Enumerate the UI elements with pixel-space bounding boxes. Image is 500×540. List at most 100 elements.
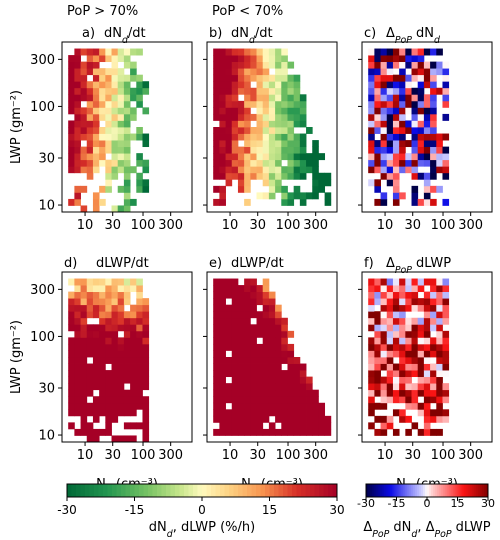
- heatmap-cell: [374, 198, 381, 206]
- heatmap-cell: [99, 127, 106, 134]
- heatmap-cell: [386, 94, 394, 102]
- heatmap-cell: [68, 278, 75, 286]
- heatmap-cell: [80, 113, 88, 121]
- heatmap-cell: [374, 402, 381, 410]
- heatmap-cell: [380, 304, 388, 312]
- heatmap-cell: [237, 166, 245, 174]
- heatmap-cell: [368, 422, 375, 430]
- heatmap-cell: [287, 146, 295, 154]
- heatmap-cell: [86, 363, 94, 371]
- heatmap-cell: [68, 383, 75, 391]
- heatmap-cell: [268, 146, 276, 154]
- heatmap-cell: [105, 166, 112, 174]
- heatmap-cell: [256, 159, 264, 167]
- heatmap-cell: [237, 87, 245, 95]
- heatmap-cell: [219, 61, 226, 69]
- heatmap-cell: [392, 159, 400, 167]
- colorbar-segment: [220, 484, 225, 497]
- panel-title: dNd/dt: [104, 26, 146, 46]
- heatmap-cell: [399, 113, 406, 121]
- heatmap-cell: [423, 107, 431, 115]
- heatmap-cell: [99, 291, 106, 299]
- heatmap-cell: [105, 343, 112, 351]
- heatmap-cell: [74, 94, 81, 102]
- heatmap-cell: [411, 87, 419, 95]
- heatmap-cell: [92, 81, 100, 89]
- heatmap-cell: [312, 146, 319, 154]
- heatmap-cell: [80, 48, 88, 56]
- heatmap-cell: [442, 396, 450, 404]
- panel-letter: d): [64, 256, 77, 271]
- heatmap-cell: [399, 127, 406, 134]
- heatmap-cell: [123, 370, 131, 378]
- heatmap-cell: [74, 74, 81, 82]
- heatmap-cell: [250, 48, 257, 56]
- heatmap-cell: [225, 396, 233, 404]
- colorbar-segment: [224, 484, 230, 497]
- heatmap-cell: [386, 357, 394, 364]
- heatmap-cell: [237, 428, 245, 436]
- heatmap-cell: [411, 140, 419, 148]
- y-tick-label: 30: [38, 381, 55, 396]
- heatmap-cell: [380, 330, 388, 338]
- heatmap-cell: [123, 48, 131, 56]
- heatmap-cell: [92, 48, 100, 56]
- heatmap-cell: [213, 409, 220, 417]
- heatmap-cell: [111, 61, 119, 69]
- heatmap-cell: [105, 113, 112, 121]
- heatmap-cell: [219, 317, 226, 325]
- heatmap-cell: [99, 100, 106, 108]
- heatmap-cell: [256, 172, 264, 180]
- heatmap-cell: [244, 343, 251, 351]
- heatmap-cell: [442, 172, 450, 180]
- heatmap-cell: [130, 383, 137, 391]
- heatmap-cell: [225, 324, 233, 332]
- heatmap-cell: [219, 127, 226, 134]
- heatmap-cell: [117, 350, 125, 358]
- colorbar-segment: [134, 484, 140, 497]
- heatmap-cell: [231, 285, 239, 293]
- heatmap-cell: [74, 185, 81, 193]
- heatmap-cell: [111, 120, 119, 128]
- heatmap-cell: [392, 100, 400, 108]
- heatmap-cell: [219, 343, 226, 351]
- colorbar-segment: [368, 484, 371, 497]
- heatmap-cell: [237, 285, 245, 293]
- heatmap-cell: [293, 396, 301, 404]
- heatmap-cell: [92, 87, 100, 95]
- heatmap-cell: [244, 133, 251, 141]
- heatmap-cell: [219, 94, 226, 102]
- heatmap-cell: [423, 428, 431, 436]
- heatmap-cell: [411, 192, 419, 200]
- heatmap-cell: [405, 166, 412, 174]
- heatmap-cell: [436, 304, 443, 312]
- heatmap-cell: [225, 113, 233, 121]
- heatmap-cell: [111, 127, 119, 134]
- heatmap-cell: [244, 311, 251, 319]
- heatmap-cell: [281, 55, 288, 63]
- heatmap-cell: [268, 94, 276, 102]
- heatmap-cell: [86, 389, 94, 397]
- heatmap-cell: [312, 153, 319, 161]
- heatmap-cell: [380, 383, 388, 391]
- heatmap-cell: [423, 337, 431, 345]
- heatmap-cell: [117, 107, 125, 115]
- heatmap-cell: [287, 389, 295, 397]
- heatmap-cell: [250, 285, 257, 293]
- heatmap-cell: [219, 291, 226, 299]
- heatmap-cell: [68, 87, 75, 95]
- heatmap-cell: [386, 127, 394, 134]
- heatmap-cell: [123, 107, 131, 115]
- heatmap-cell: [213, 68, 220, 76]
- heatmap-cell: [74, 357, 81, 364]
- heatmap-cell: [399, 133, 406, 141]
- panel-title: ΔPoP dNd: [386, 26, 440, 46]
- heatmap-cell: [411, 422, 419, 430]
- colorbar-segment: [441, 484, 444, 497]
- heatmap-cell: [111, 291, 119, 299]
- heatmap-cell: [392, 185, 400, 193]
- heatmap-cell: [392, 127, 400, 134]
- colorbar-segment: [469, 484, 473, 497]
- heatmap-cell: [99, 285, 106, 293]
